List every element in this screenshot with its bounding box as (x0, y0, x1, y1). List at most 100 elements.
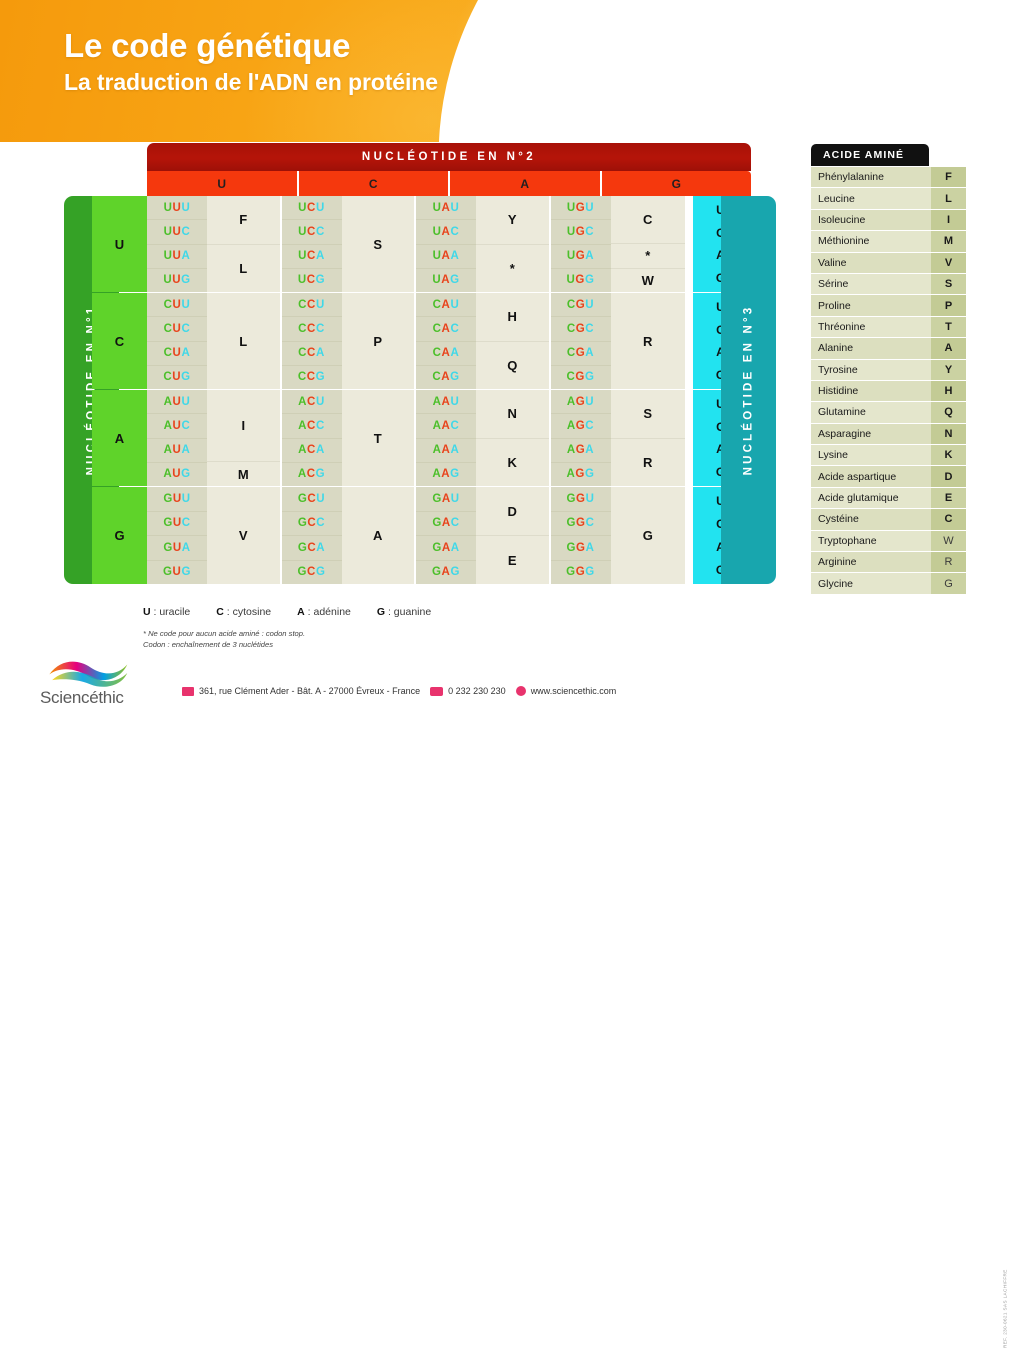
codon-base-3: C (585, 322, 595, 335)
codon-base-2: G (575, 225, 586, 238)
codon-base-3: G (315, 468, 326, 481)
nucleotide-3-value-a: A (716, 346, 725, 358)
amino-acid-table: ACIDE AMINÉ Phénylalanine F Leucine L Isoleu… (811, 144, 966, 595)
amino-acid-row: Cystéine C (811, 509, 966, 531)
amino-acid-name: Tyrosine (811, 359, 931, 380)
legend-base-name: : guanine (385, 606, 432, 618)
codon-base-2: U (172, 395, 182, 408)
amino-acid-code: P (931, 295, 966, 316)
codon-base-2: A (441, 517, 451, 530)
codon-base-2: C (307, 322, 316, 335)
amino-acid-name: Cystéine (811, 509, 931, 530)
codon-base-2: C (307, 250, 316, 263)
codon-base-2: U (172, 298, 182, 311)
codon-base-1: A (298, 444, 308, 457)
amino-acid-name: Isoleucine (811, 209, 931, 231)
codon-base-1: C (163, 322, 173, 335)
codon-block-u-g: U G U U G C U G A U G G C * W (550, 196, 685, 292)
contact-website[interactable]: www.sciencethic.com (515, 686, 617, 696)
amino-acid-name: Glutamine (811, 402, 931, 423)
contact-phone: 0 232 230 230 (430, 686, 506, 696)
codon-base-3: C (181, 419, 191, 432)
codon-base-2: C (307, 541, 317, 554)
amino-acid-cell-e: E (507, 552, 517, 568)
codon-base-1: A (432, 419, 442, 432)
codon-base-2: C (307, 225, 316, 238)
legend-base-u: U : uracile (143, 606, 190, 618)
amino-acid-list: R (610, 293, 685, 389)
amino-acid-row: Valine V (811, 252, 966, 274)
codon-base-3: A (315, 347, 325, 360)
amino-acid-name: Acide glutamique (811, 487, 931, 509)
codon-base-3: G (584, 371, 595, 384)
nucleotide-1-cell-u: U (92, 196, 147, 292)
amino-acid-rows: Phénylalanine F Leucine L Isoleucine I Méthion… (811, 166, 966, 595)
codon-base-3: A (181, 541, 191, 554)
codon-base-2: C (306, 371, 316, 384)
codon-base-1: G (297, 566, 308, 579)
codon-base-2: G (575, 250, 586, 263)
globe-icon (515, 686, 526, 696)
amino-acid-cell-stop: * (509, 260, 515, 276)
codon-base-3: U (585, 298, 595, 311)
nucleotide-3-value-a: A (716, 443, 725, 455)
base-legend: U : uracile C : cytosine A : adénine G : gu… (143, 606, 431, 618)
amino-acid-row: Phénylalanine F (811, 167, 966, 189)
amino-acid-table-header: ACIDE AMINÉ (811, 144, 929, 166)
codon-base-2: A (441, 322, 451, 335)
codon-base-2: G (575, 371, 585, 384)
amino-acid-cell-c: C (610, 196, 685, 244)
codon-base-3: U (585, 492, 595, 505)
codon-base-1: G (163, 566, 173, 579)
codon-base-1: A (163, 419, 173, 432)
amino-acid-row: Acide glutamique E (811, 487, 966, 510)
nucleotide-3-value-u: U (716, 398, 725, 410)
amino-acid-code: N (931, 423, 966, 445)
website-text[interactable]: www.sciencethic.com (530, 686, 617, 696)
amino-acid-name: Valine (811, 252, 931, 273)
amino-acid-row: Méthionine M (811, 231, 966, 253)
codon-base-2: A (441, 225, 451, 238)
codon-base-1: C (432, 347, 442, 360)
amino-acid-name: Phénylalanine (811, 167, 931, 188)
phone-icon (430, 686, 444, 696)
amino-acid-code: L (931, 188, 966, 209)
codon-base-1: A (432, 395, 442, 408)
nucleotide-3-value-u: U (716, 204, 725, 216)
codon-base-3: U (585, 201, 595, 214)
codon-base-2: G (575, 444, 586, 457)
codon-base-1: C (297, 371, 307, 384)
amino-acid-row: Tryptophane W (811, 530, 966, 553)
codon-base-3: G (181, 274, 191, 287)
codon-base-3: U (181, 201, 191, 214)
amino-acid-code: A (931, 338, 966, 359)
codon-base-3: A (315, 444, 325, 457)
codon-base-2: U (172, 419, 182, 432)
codon-base-2: U (172, 274, 182, 287)
codon-base-2: U (172, 492, 182, 505)
nucleotide-3-label: NUCLÉOTIDE EN N°3 (742, 304, 755, 476)
codon-base-1: G (566, 492, 577, 505)
codon-base-3: U (315, 298, 325, 311)
codon-base-3: U (450, 298, 460, 311)
codon-base-2: U (172, 201, 182, 214)
amino-acid-row: Isoleucine I (811, 209, 966, 232)
